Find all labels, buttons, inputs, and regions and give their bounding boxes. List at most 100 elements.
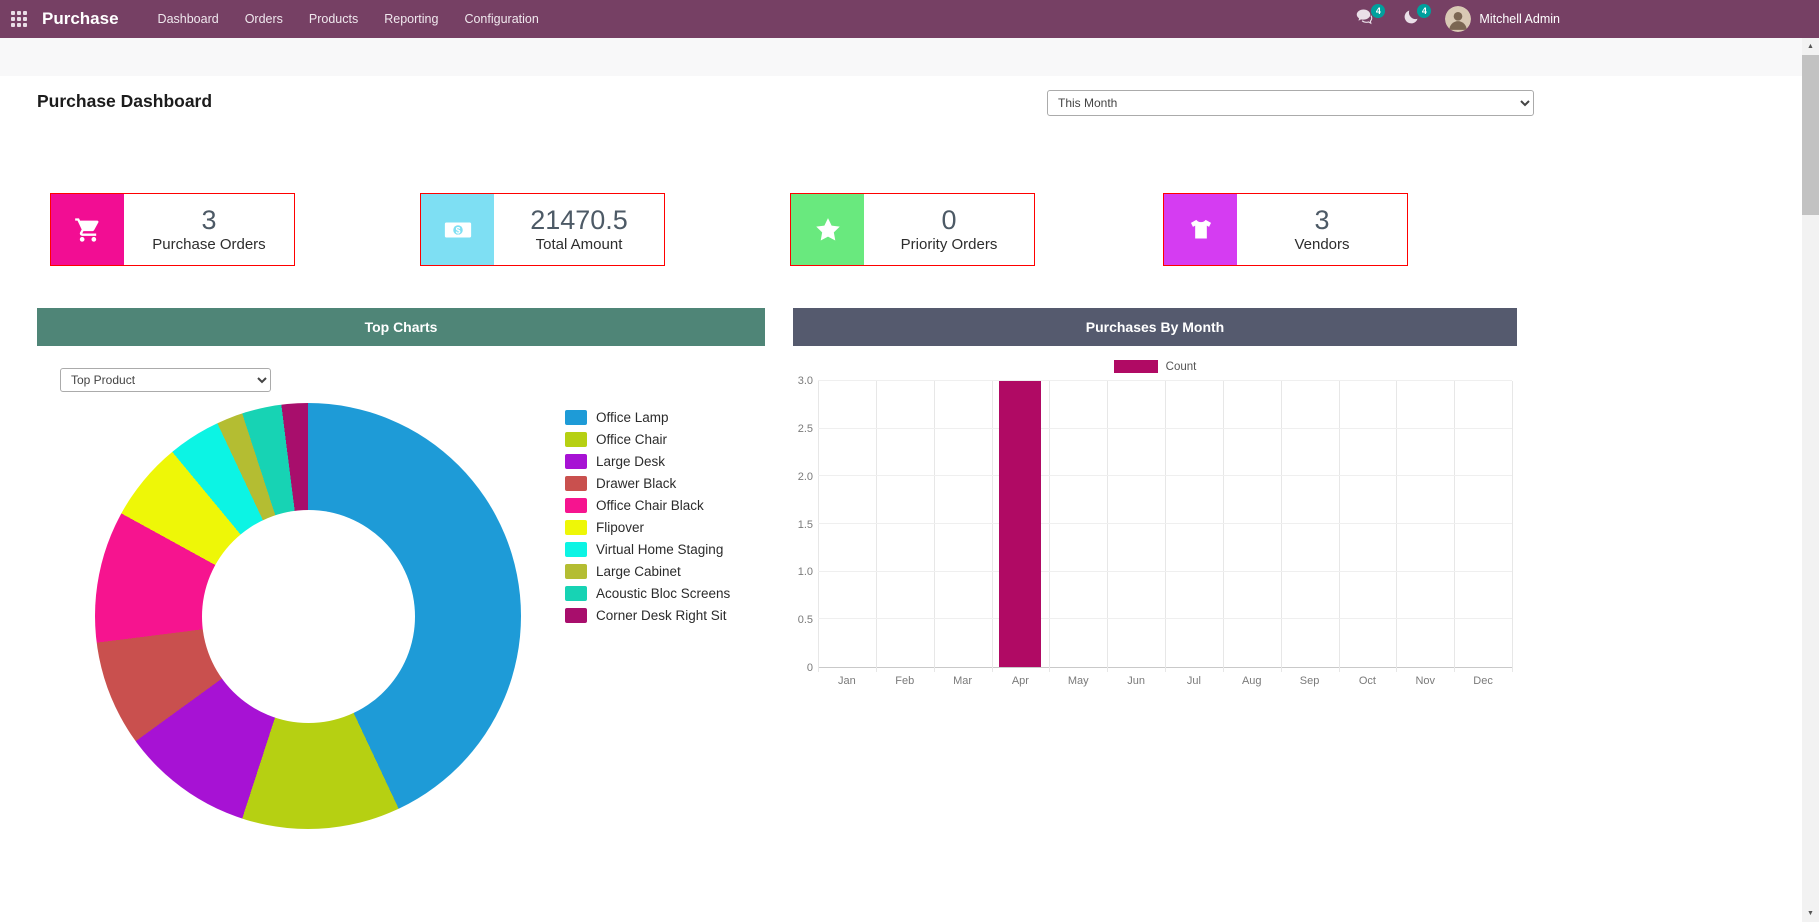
bar-chart-legend[interactable]: Count bbox=[793, 360, 1517, 373]
apps-menu-button[interactable] bbox=[0, 0, 38, 38]
y-tick-label: 3.0 bbox=[797, 375, 813, 387]
page-title: Purchase Dashboard bbox=[37, 91, 213, 111]
purchases-by-month-panel: Purchases By Month Count 0 0.5 1.0 1.5 2.0 2.… bbox=[793, 308, 1517, 718]
kpi-value: 0 bbox=[941, 205, 957, 236]
kpi-value: 21470.5 bbox=[530, 205, 628, 236]
scroll-down-arrow[interactable]: ▼ bbox=[1807, 910, 1814, 917]
legend-item[interactable]: Large Desk bbox=[565, 450, 730, 472]
legend-item[interactable]: Acoustic Bloc Screens bbox=[565, 582, 730, 604]
legend-label: Acoustic Bloc Screens bbox=[596, 585, 731, 601]
bar-chart-plot bbox=[818, 380, 1513, 672]
vertical-scrollbar: ▲ ▼ bbox=[1802, 38, 1819, 922]
v-gridline bbox=[1049, 381, 1051, 672]
purchases-by-month-header: Purchases By Month bbox=[793, 308, 1517, 346]
donut-chart-wrap bbox=[95, 403, 521, 829]
user-menu[interactable]: Mitchell Admin bbox=[1445, 6, 1560, 32]
x-tick-label: Nov bbox=[1415, 675, 1436, 687]
nav-reporting[interactable]: Reporting bbox=[384, 12, 439, 26]
bar-legend-swatch bbox=[1113, 360, 1158, 373]
bar-chart-xaxis: Jan Feb Mar Apr May Jun Jul Aug Sep Oct Nov Dec bbox=[818, 675, 1512, 691]
legend-label: Large Cabinet bbox=[596, 563, 681, 579]
legend-swatch bbox=[565, 475, 587, 491]
main-menu: Dashboard Orders Products Reporting Conf… bbox=[145, 0, 552, 38]
legend-swatch bbox=[565, 519, 587, 535]
svg-text:$: $ bbox=[455, 225, 460, 235]
x-tick-label: Aug bbox=[1241, 675, 1262, 687]
avatar bbox=[1445, 6, 1472, 32]
top-navbar: Purchase Dashboard Orders Products Repor… bbox=[0, 0, 1819, 38]
h-gridline bbox=[818, 380, 1512, 381]
kpi-label: Purchase Orders bbox=[152, 235, 266, 253]
kpi-label: Priority Orders bbox=[900, 235, 998, 253]
x-tick-label: Dec bbox=[1473, 675, 1493, 687]
legend-swatch bbox=[565, 431, 587, 447]
nav-configuration[interactable]: Configuration bbox=[464, 12, 539, 26]
legend-label: Office Chair Black bbox=[596, 497, 704, 513]
activities-badge: 4 bbox=[1417, 4, 1432, 18]
activities-button[interactable]: 4 bbox=[1399, 4, 1432, 31]
v-gridline bbox=[1396, 381, 1398, 672]
messages-badge: 4 bbox=[1371, 4, 1386, 18]
legend-item[interactable]: Office Chair Black bbox=[565, 494, 730, 516]
nav-products[interactable]: Products bbox=[308, 12, 359, 26]
period-filter-select[interactable]: This Month bbox=[1047, 90, 1534, 116]
kpi-body: 0 Priority Orders bbox=[864, 194, 1034, 265]
legend-item[interactable]: Office Chair bbox=[565, 428, 730, 450]
user-name: Mitchell Admin bbox=[1479, 12, 1560, 26]
x-tick-label: Sep bbox=[1299, 675, 1320, 687]
top-charts-panel: Top Charts Top Product Office Lamp Offic… bbox=[37, 308, 765, 922]
v-gridline bbox=[1280, 381, 1282, 672]
kpi-body: 21470.5 Total Amount bbox=[494, 194, 664, 265]
chat-icon bbox=[1355, 8, 1375, 31]
messages-button[interactable]: 4 bbox=[1353, 4, 1386, 31]
kpi-card-total-amount[interactable]: $ 21470.5 Total Amount bbox=[420, 193, 665, 266]
x-tick-label: Jan bbox=[838, 675, 856, 687]
legend-item[interactable]: Corner Desk Right Sit bbox=[565, 604, 730, 626]
kpi-card-purchase-orders[interactable]: 3 Purchase Orders bbox=[50, 193, 295, 266]
legend-swatch bbox=[565, 453, 587, 469]
legend-item[interactable]: Flipover bbox=[565, 516, 730, 538]
legend-label: Large Desk bbox=[596, 453, 666, 469]
bar-chart-yaxis: 0 0.5 1.0 1.5 2.0 2.5 3.0 bbox=[793, 375, 813, 674]
scrollbar-thumb[interactable] bbox=[1802, 55, 1819, 215]
kpi-label: Vendors bbox=[1294, 235, 1350, 253]
legend-swatch bbox=[565, 541, 587, 557]
donut-legend: Office Lamp Office Chair Large Desk Draw… bbox=[565, 406, 730, 626]
kpi-card-priority-orders[interactable]: 0 Priority Orders bbox=[790, 193, 1035, 266]
legend-label: Office Chair bbox=[596, 431, 668, 447]
top-charts-header: Top Charts bbox=[37, 308, 765, 346]
legend-swatch bbox=[565, 563, 587, 579]
v-gridline bbox=[1454, 381, 1456, 672]
nav-orders[interactable]: Orders bbox=[244, 12, 283, 26]
y-tick-label: 2.5 bbox=[797, 422, 813, 435]
v-gridline bbox=[818, 381, 819, 672]
x-tick-label: Jun bbox=[1127, 675, 1145, 687]
v-gridline bbox=[933, 381, 935, 672]
kpi-card-vendors[interactable]: 3 Vendors bbox=[1163, 193, 1408, 266]
h-gridline bbox=[818, 570, 1512, 572]
h-gridline bbox=[818, 427, 1512, 429]
h-gridline bbox=[818, 523, 1512, 524]
x-tick-label: May bbox=[1067, 675, 1089, 687]
x-tick-label: Jul bbox=[1186, 675, 1201, 687]
kpi-value: 3 bbox=[201, 205, 217, 236]
y-tick-label: 0.5 bbox=[797, 614, 813, 627]
x-tick-label: Oct bbox=[1358, 675, 1376, 687]
legend-item[interactable]: Large Cabinet bbox=[565, 560, 730, 582]
legend-label: Corner Desk Right Sit bbox=[596, 607, 727, 623]
legend-item[interactable]: Virtual Home Staging bbox=[565, 538, 730, 560]
legend-item[interactable]: Drawer Black bbox=[565, 472, 730, 494]
v-gridline bbox=[1165, 381, 1166, 672]
top-product-select[interactable]: Top Product bbox=[60, 368, 271, 392]
h-gridline bbox=[818, 475, 1512, 477]
bar-apr[interactable] bbox=[999, 381, 1042, 667]
systray: 4 4 Mitchell Admin bbox=[1353, 0, 1560, 38]
v-gridline bbox=[1512, 381, 1513, 672]
scroll-up-arrow[interactable]: ▲ bbox=[1807, 43, 1814, 50]
app-name[interactable]: Purchase bbox=[42, 9, 119, 28]
nav-dashboard[interactable]: Dashboard bbox=[157, 12, 219, 26]
y-tick-label: 1.5 bbox=[797, 518, 813, 531]
legend-label: Drawer Black bbox=[596, 475, 677, 491]
legend-item[interactable]: Office Lamp bbox=[565, 406, 730, 428]
kpi-label: Total Amount bbox=[535, 235, 623, 253]
